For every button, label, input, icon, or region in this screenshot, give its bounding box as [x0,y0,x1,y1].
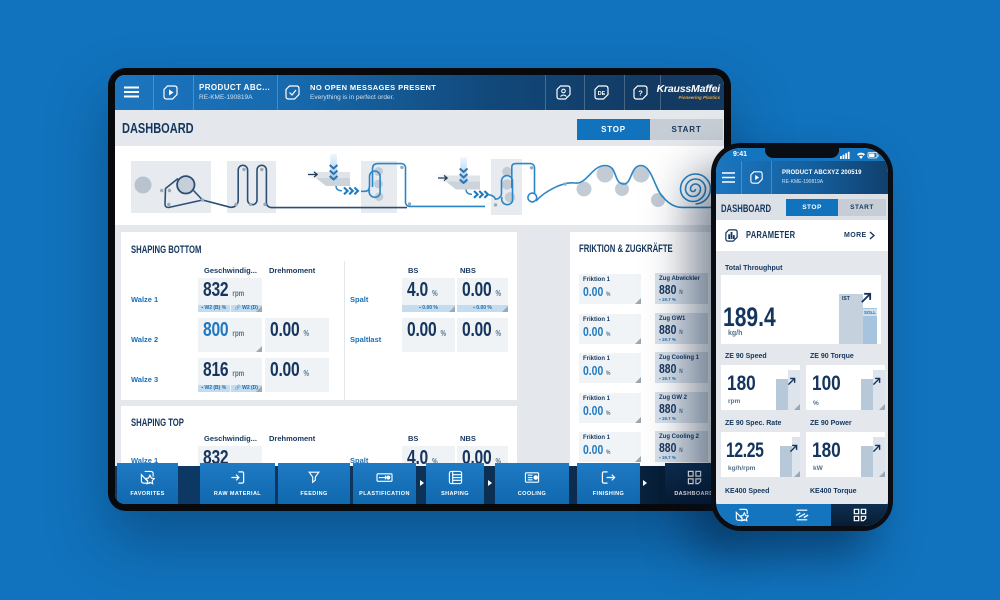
svg-text:?: ? [638,89,643,98]
svg-text:DE: DE [598,91,606,97]
